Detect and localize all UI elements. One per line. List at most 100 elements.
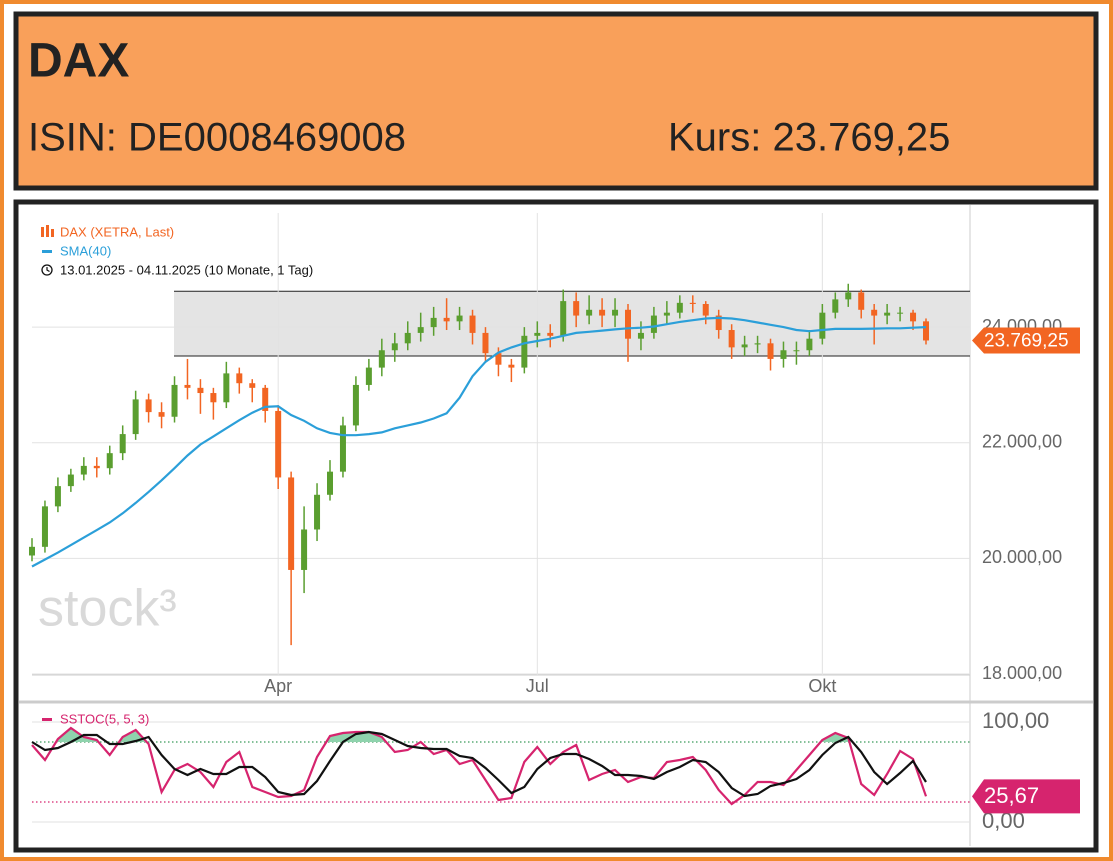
legend-icon: [41, 227, 44, 237]
candle-body: [119, 434, 126, 454]
candle-body: [650, 315, 657, 333]
y-tick-label: 18.000,00: [982, 663, 1062, 683]
candle-body: [780, 350, 787, 359]
candle-body: [301, 529, 308, 570]
last-value-label: 23.769,25: [984, 330, 1069, 351]
x-tick-label: Jul: [526, 676, 549, 696]
candle-body: [547, 332, 554, 336]
legend-icon: [42, 250, 52, 253]
header-box: [13, 11, 1099, 191]
candle-body: [352, 384, 359, 426]
candle-body: [417, 327, 424, 333]
clock-icon: [41, 264, 53, 276]
candle-body: [365, 367, 372, 385]
candle-body: [767, 343, 774, 359]
candle-body: [702, 304, 709, 316]
stoch-line: [31, 730, 927, 798]
last-value-tag: [972, 327, 1080, 354]
candle-body: [599, 309, 606, 316]
candle-body: [612, 309, 619, 316]
legend-icon: [51, 229, 54, 237]
candle-body: [378, 350, 385, 368]
candle-body: [275, 410, 282, 478]
candle-body: [223, 373, 230, 403]
candle-body: [625, 309, 631, 339]
candle-body: [132, 399, 139, 435]
candle-body: [871, 309, 878, 316]
candle-body: [93, 465, 100, 469]
candle-body: [560, 301, 567, 336]
x-tick-label: Okt: [808, 676, 836, 696]
watermark: stock³: [38, 580, 177, 638]
header-title: DAX: [28, 35, 129, 88]
clock-icon: [46, 267, 50, 273]
legend-label: SMA(40): [60, 243, 111, 258]
range-band: [174, 291, 970, 357]
candle-body: [29, 546, 35, 556]
legend-label: SSTOC(5, 5, 3): [60, 711, 149, 726]
candle-body: [339, 425, 346, 472]
candle-body: [184, 384, 191, 388]
candle-body: [806, 338, 813, 351]
candle-body: [171, 384, 178, 417]
candle-body: [391, 343, 398, 351]
candle-body: [884, 312, 891, 316]
candle-body: [754, 343, 761, 345]
candle-body: [586, 309, 593, 316]
candle-body: [832, 299, 839, 313]
legend-icon: [42, 718, 52, 721]
candle-body: [404, 332, 411, 344]
legend-label: DAX (XETRA, Last): [60, 224, 174, 239]
candle-body: [106, 453, 113, 469]
candle-body: [288, 477, 295, 570]
candle-body: [210, 393, 217, 403]
y-tick-label: 22.000,00: [982, 432, 1062, 452]
candle-body: [663, 312, 670, 316]
header-price: Kurs: 23.769,25: [668, 116, 950, 160]
candle-body: [508, 364, 515, 368]
candle-body: [430, 317, 437, 328]
candle-body: [689, 302, 696, 305]
candle-body: [80, 465, 87, 475]
candle-body: [443, 317, 450, 322]
candle-body: [715, 315, 722, 331]
candle-body: [158, 412, 165, 417]
y-tick-label: 100,00: [982, 708, 1049, 733]
candle-body: [456, 315, 463, 322]
candle-body: [495, 353, 502, 365]
header-isin: ISIN: DE0008469008: [28, 116, 406, 160]
candle-body: [728, 330, 735, 348]
candle-body: [910, 312, 917, 322]
candle-body: [197, 387, 204, 394]
candle-body: [573, 301, 580, 316]
last-value-label: 25,67: [984, 783, 1039, 808]
candle-body: [897, 312, 904, 314]
candle-body: [262, 387, 269, 411]
candle-body: [249, 383, 256, 388]
candle-body: [482, 332, 489, 354]
candle-body: [845, 292, 852, 300]
legend-icon: [46, 225, 49, 237]
candle-body: [858, 292, 865, 310]
x-tick-label: Apr: [264, 676, 292, 696]
candle-body: [236, 373, 243, 384]
sma-line: [31, 316, 927, 568]
candle-body: [145, 399, 152, 413]
candle-body: [327, 471, 333, 495]
candle-body: [741, 344, 748, 348]
candle-body: [469, 315, 476, 333]
y-tick-label: 20.000,00: [982, 547, 1062, 567]
candle-body: [534, 332, 541, 336]
candle-body: [637, 332, 644, 339]
candle-body: [54, 486, 61, 507]
last-value-tag: [972, 779, 1080, 814]
candle-body: [314, 494, 321, 530]
candle-body: [819, 312, 826, 339]
candle-body: [521, 335, 528, 368]
candle-body: [676, 302, 683, 313]
candle-body: [793, 350, 800, 352]
candle-body: [41, 506, 48, 547]
candle-body: [67, 474, 74, 487]
